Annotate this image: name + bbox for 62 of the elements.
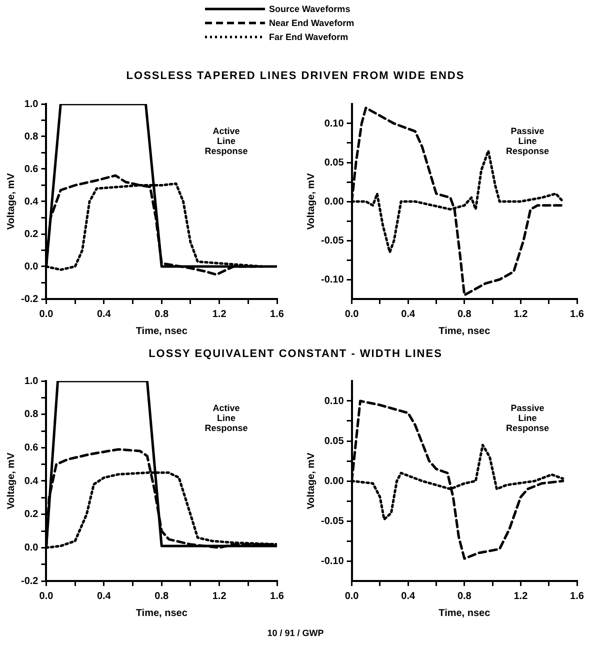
y-tick-label: 0.8 — [24, 409, 39, 420]
y-tick-label: 0.6 — [24, 442, 39, 454]
x-axis-title: Time, nsec — [438, 326, 491, 337]
y-tick-label: -0.05 — [320, 235, 344, 246]
y-axis-title: Voltage, mV — [6, 172, 17, 230]
y-tick-label: 0.00 — [324, 476, 344, 487]
y-tick-label: 0.4 — [24, 196, 39, 208]
chart-title: LOSSY EQUIVALENT CONSTANT - WIDTH LINES — [148, 348, 444, 360]
text: Far End Waveform — [269, 32, 348, 42]
annotation: Active Line Response — [204, 403, 248, 433]
x-tick-label: 1.6 — [570, 590, 584, 602]
x-axis-title: Time, nsec — [136, 326, 188, 337]
y-tick-label: -0.2 — [20, 294, 39, 305]
y-tick-label: 0.05 — [324, 436, 344, 447]
x-tick-label: 1.2 — [212, 308, 227, 320]
y-tick-label: 0.2 — [24, 228, 39, 240]
chart-title: LOSSLESS TAPERED LINES DRIVEN FROM WIDE ENDS — [125, 70, 466, 82]
y-tick-label: 0.8 — [24, 131, 39, 142]
y-tick-label: 0.00 — [324, 196, 344, 208]
y-tick-label: 0.4 — [24, 476, 39, 487]
y-tick-label: 0.0 — [24, 261, 39, 272]
annotation: Passive Line Response — [506, 403, 549, 433]
x-axis-title: Time, nsec — [136, 608, 188, 619]
y-tick-label: 1.0 — [24, 376, 39, 387]
text: Source Waveforms — [269, 4, 350, 14]
text: Near End Waveform — [269, 18, 354, 28]
x-tick-label: 0.4 — [96, 590, 112, 602]
x-tick-label: 0.8 — [154, 590, 169, 602]
x-tick-label: 1.6 — [270, 308, 284, 320]
x-tick-label: 0.4 — [96, 308, 112, 320]
x-tick-label: 0.8 — [457, 308, 472, 320]
x-tick-label: 1.2 — [514, 590, 528, 602]
y-tick-label: -0.10 — [320, 274, 344, 286]
text: 10 / 91 / GWP — [266, 628, 325, 638]
x-tick-label: 1.2 — [514, 308, 528, 320]
y-tick-label: 0.2 — [24, 509, 39, 520]
x-tick-label: 0.0 — [39, 308, 54, 320]
annotation: Passive Line Response — [506, 126, 549, 156]
y-tick-label: 0.10 — [324, 118, 344, 130]
x-tick-label: 0.4 — [401, 308, 416, 320]
annotation: Active Line Response — [204, 126, 248, 156]
y-axis-title: Voltage, mV — [306, 452, 317, 510]
x-tick-label: 0.0 — [344, 308, 360, 320]
y-tick-label: 0.10 — [324, 396, 344, 407]
x-tick-label: 0.0 — [39, 590, 54, 602]
y-axis-title: Voltage, mV — [306, 172, 317, 230]
y-tick-label: 0.0 — [24, 542, 39, 554]
x-tick-label: 0.0 — [344, 590, 360, 602]
y-tick-label: 0.05 — [324, 157, 344, 168]
y-tick-label: -0.10 — [320, 556, 344, 567]
x-tick-label: 1.6 — [570, 308, 584, 320]
y-tick-label: 0.6 — [24, 164, 39, 175]
y-axis-title: Voltage, mV — [6, 452, 17, 510]
x-tick-label: 0.8 — [457, 590, 472, 602]
x-tick-label: 1.6 — [270, 590, 284, 602]
y-tick-label: -0.05 — [320, 516, 344, 527]
x-tick-label: 0.8 — [154, 308, 169, 320]
x-tick-label: 1.2 — [212, 590, 227, 602]
x-axis-title: Time, nsec — [438, 608, 491, 619]
y-tick-label: -0.2 — [20, 576, 39, 587]
y-tick-label: 1.0 — [24, 98, 39, 110]
x-tick-label: 0.4 — [401, 590, 416, 602]
